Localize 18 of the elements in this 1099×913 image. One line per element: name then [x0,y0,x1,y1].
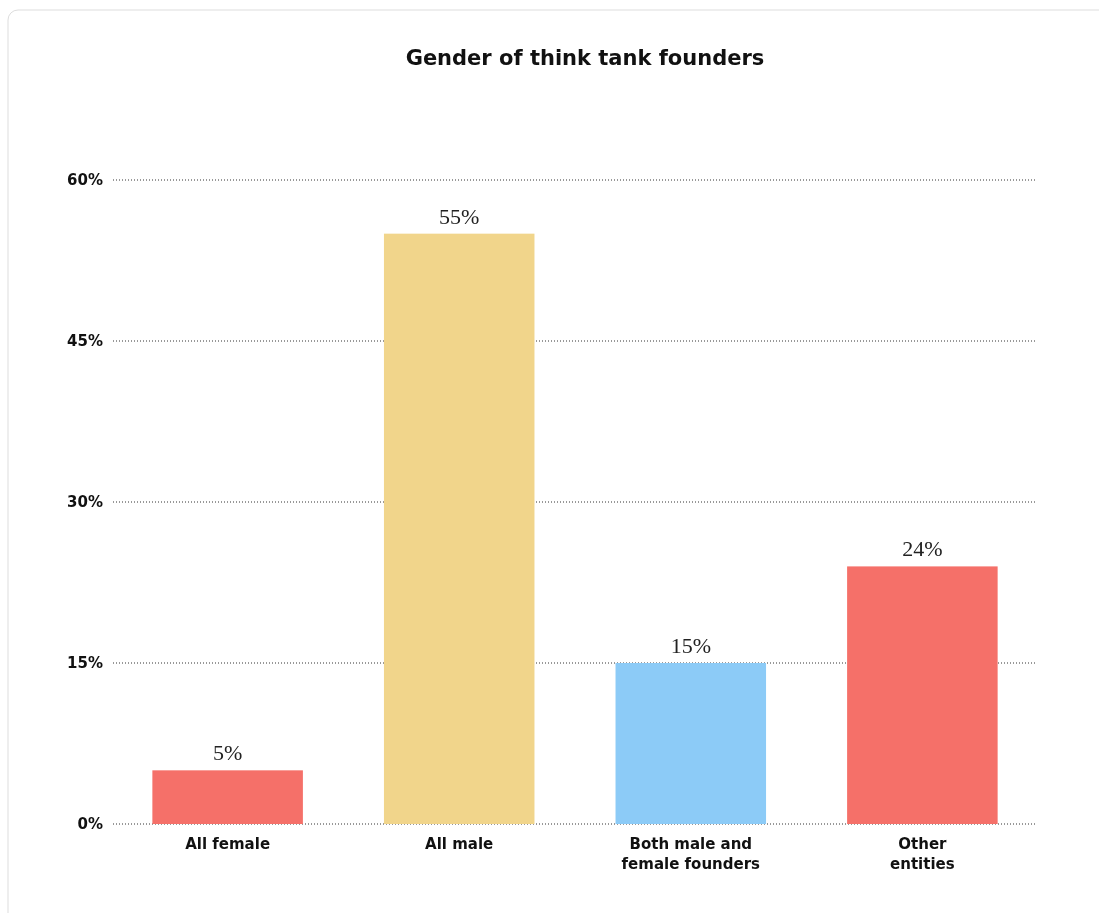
data-label: 24% [902,536,943,562]
data-label: 55% [439,203,480,229]
y-tick-label: 15% [67,654,103,673]
data-label: 5% [212,740,243,766]
chart-title: Gender of think tank founders [405,46,765,70]
y-tick-label: 60% [67,171,103,190]
y-tick-label: 45% [67,332,103,351]
bar [847,566,998,824]
data-label: 15% [670,633,711,658]
y-tick-label: 0% [77,815,103,834]
x-tick-label: Other entities [890,835,955,873]
bar [615,663,767,824]
x-tick-label: All male [425,835,494,853]
x-tick-label: All female [185,835,271,853]
x-tick-label: Both male and female founders [621,835,761,873]
bar [152,770,303,824]
y-tick-label: 30% [67,493,103,512]
bar [383,233,535,824]
